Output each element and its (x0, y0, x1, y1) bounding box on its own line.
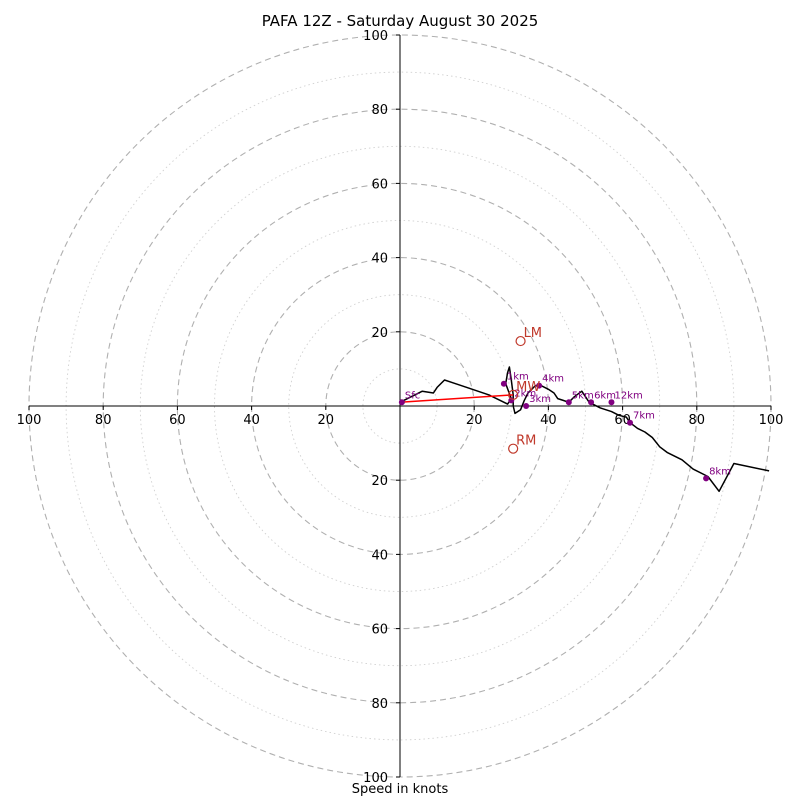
x-axis-label: Speed in knots (351, 782, 449, 797)
height-marker-1km (500, 380, 507, 387)
y-tick-label: 20 (371, 474, 388, 489)
storm-motion-LM (515, 335, 526, 347)
height-label-6km: 6km (594, 390, 616, 401)
height-label-5km: 5km (572, 390, 594, 401)
height-label-8km: 8km (709, 466, 731, 477)
y-tick-label: 80 (371, 103, 388, 118)
height-label-1km: 1km (507, 372, 529, 383)
height-marker-6km (588, 399, 595, 406)
y-tick-label: 60 (371, 177, 388, 192)
x-tick-label: 80 (689, 413, 706, 428)
x-tick-label: 80 (95, 413, 112, 428)
x-tick-label: 100 (17, 413, 42, 428)
x-tick-label: 100 (759, 413, 784, 428)
height-marker-4km (536, 382, 543, 389)
x-tick-label: 40 (540, 413, 557, 428)
height-marker-8km (703, 475, 710, 482)
y-tick-label: 100 (363, 771, 388, 786)
x-tick-label: 20 (466, 413, 483, 428)
height-marker-Sfc (398, 399, 405, 406)
y-tick-label: 40 (371, 548, 388, 563)
storm-motion-label-MW: MW (516, 380, 540, 395)
storm-motion-label-RM: RM (516, 434, 536, 449)
storm-motion-RM (508, 443, 519, 454)
height-label-Sfc: Sfc (405, 390, 420, 401)
height-marker-7km (627, 419, 634, 426)
height-marker-5km (565, 399, 572, 406)
x-tick-label: 40 (243, 413, 260, 428)
y-tick-label: 100 (363, 29, 388, 44)
y-tick-label: 60 (371, 623, 388, 638)
storm-motion-MW (508, 389, 519, 400)
mean-wind-vector (399, 394, 514, 404)
height-marker-12km (608, 399, 615, 406)
height-marker-3km (523, 403, 530, 409)
x-tick-label: 20 (318, 413, 335, 428)
height-label-3km: 3km (529, 394, 551, 405)
height-label-4km: 4km (542, 374, 564, 385)
y-tick-label: 80 (371, 697, 388, 712)
height-label-2km: 2km (514, 388, 536, 399)
storm-motion-label-LM: LM (524, 326, 542, 341)
chart-title: PAFA 12Z - Saturday August 30 2025 (261, 12, 539, 30)
x-tick-label: 60 (169, 413, 186, 428)
height-label-7km: 7km (633, 411, 655, 422)
y-tick-label: 40 (371, 252, 388, 267)
y-tick-label: 20 (371, 326, 388, 341)
height-label-12km: 12km (614, 390, 642, 401)
